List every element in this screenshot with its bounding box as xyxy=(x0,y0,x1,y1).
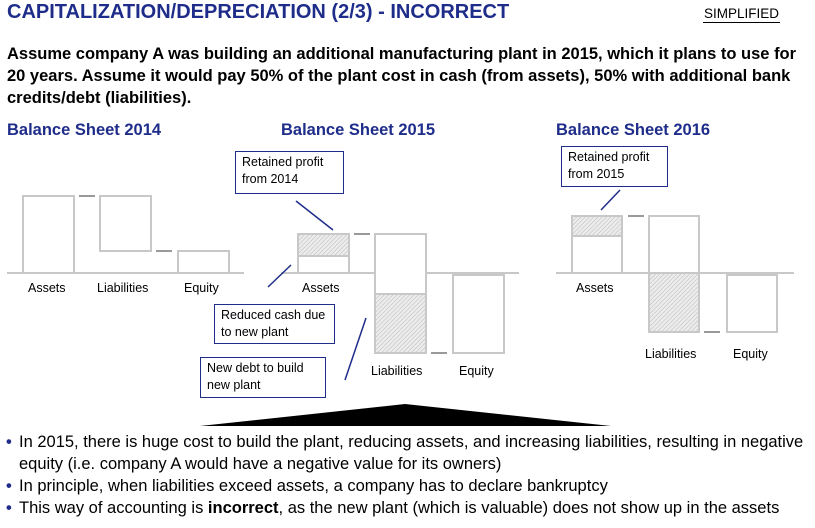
bar-equity-2014 xyxy=(177,250,230,274)
bar-equity-2015 xyxy=(452,274,505,354)
bar-liabilities-2016-upper xyxy=(648,215,700,274)
bullet-item: • In principle, when liabilities exceed … xyxy=(5,475,810,497)
callout-retained-2014: Retained profit from 2014 xyxy=(235,151,344,194)
sheet-title-2016: Balance Sheet 2016 xyxy=(556,121,711,139)
simplified-tag: SIMPLIFIED xyxy=(703,6,781,23)
callout-reduced-cash: Reduced cash due to new plant xyxy=(214,304,335,344)
bullet-text: In 2015, there is huge cost to build the… xyxy=(19,433,804,473)
sheet-title-2014: Balance Sheet 2014 xyxy=(7,121,162,139)
bar-liabilities-2015-upper xyxy=(374,233,427,295)
callout-new-debt: New debt to build new plant xyxy=(200,357,326,398)
label-equity-2014: Equity xyxy=(184,281,219,295)
label-liabilities-2016: Liabilities xyxy=(645,347,697,361)
label-assets-2014: Assets xyxy=(28,281,66,295)
intro-text: Assume company A was building an additio… xyxy=(7,45,797,107)
pointer-new-debt xyxy=(344,317,367,381)
label-assets-2015: Assets xyxy=(302,281,340,295)
bar-equity-2016 xyxy=(726,274,778,333)
bar-assets-2016 xyxy=(571,235,623,274)
label-assets-2016: Assets xyxy=(576,281,614,295)
page-title: CAPITALIZATION/DEPRECIATION (2/3) - INCO… xyxy=(7,1,510,23)
bar-assets-2014 xyxy=(22,195,75,274)
bullet-dot: • xyxy=(6,433,12,451)
label-equity-2016: Equity xyxy=(733,347,768,361)
pointer-retained-2014 xyxy=(295,200,334,231)
callout-retained-2015: Retained profit from 2015 xyxy=(561,146,668,187)
bar-assets-2015-retained xyxy=(297,233,350,257)
bar-assets-2016-retained xyxy=(571,215,623,237)
label-liabilities-2014: Liabilities xyxy=(97,281,149,295)
bullet-text: In principle, when liabilities exceed as… xyxy=(19,477,608,495)
bullet-dot: • xyxy=(6,477,12,495)
sheet-title-2015: Balance Sheet 2015 xyxy=(281,121,436,139)
bullet-text-before: This way of accounting is xyxy=(19,499,208,517)
bullet-dot: • xyxy=(6,499,12,517)
pointer-retained-2015 xyxy=(600,189,621,211)
bullet-item: • This way of accounting is incorrect, a… xyxy=(5,497,810,519)
pointer-reduced-cash xyxy=(267,264,292,288)
bar-liabilities-2016-debt xyxy=(648,272,700,333)
label-liabilities-2015: Liabilities xyxy=(371,364,423,378)
bar-liabilities-2014 xyxy=(99,195,152,252)
divider-wedge xyxy=(200,404,611,426)
bar-assets-2015 xyxy=(297,255,350,274)
label-equity-2015: Equity xyxy=(459,364,494,378)
bullet-text-bold: incorrect xyxy=(207,499,279,517)
bullet-item: • In 2015, there is huge cost to build t… xyxy=(5,431,810,475)
bullet-list: • In 2015, there is huge cost to build t… xyxy=(5,431,810,519)
bar-liabilities-2015-newdebt xyxy=(374,293,427,354)
bullet-text-after: , as the new plant (which is valuable) d… xyxy=(278,499,780,517)
